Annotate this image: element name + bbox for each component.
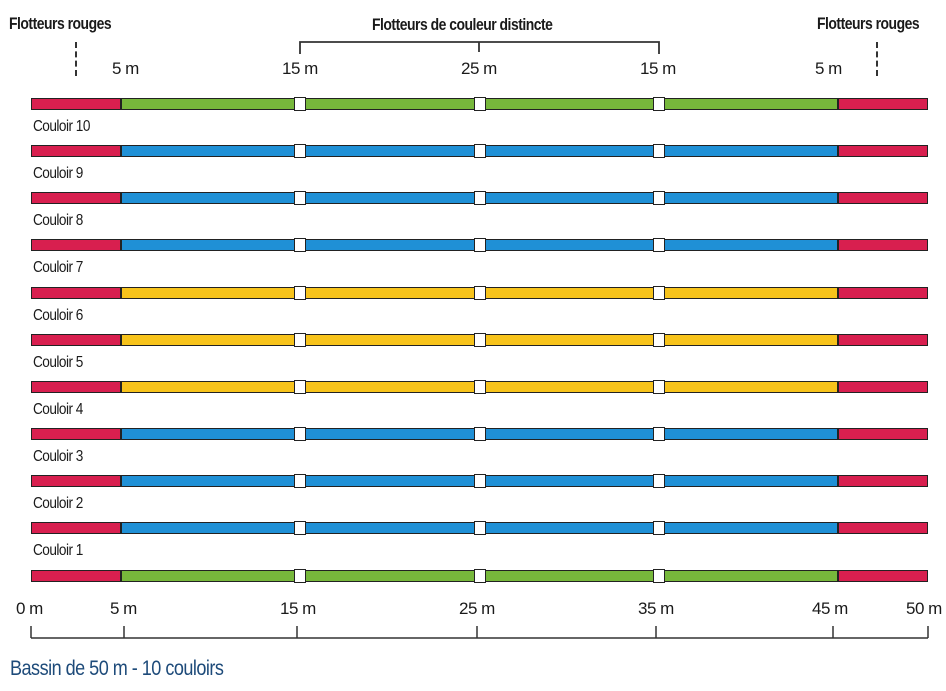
buoy-marker bbox=[294, 427, 307, 441]
red-segment-end bbox=[838, 98, 928, 110]
lane-label: Couloir 1 bbox=[33, 542, 83, 559]
buoy-marker bbox=[294, 286, 307, 300]
lane-label: Couloir 7 bbox=[33, 259, 83, 276]
lane-rope bbox=[31, 427, 928, 441]
red-segment-start bbox=[31, 570, 121, 582]
red-segment-start bbox=[31, 334, 121, 346]
scale-mark-5m: 5 m bbox=[110, 599, 137, 618]
header-right-label: Flotteurs rouges bbox=[817, 14, 920, 33]
lane-rope bbox=[31, 521, 928, 535]
red-segment-start bbox=[31, 145, 121, 157]
buoy-marker bbox=[473, 380, 486, 394]
buoy-marker bbox=[294, 144, 307, 158]
lane-label: Couloir 2 bbox=[33, 495, 83, 512]
red-segment-start bbox=[31, 98, 121, 110]
lane-rope bbox=[31, 238, 928, 252]
buoy-marker bbox=[473, 521, 486, 535]
lane-rope bbox=[31, 97, 928, 111]
red-segment-end bbox=[838, 381, 928, 393]
lane-rope bbox=[31, 144, 928, 158]
pool-title: Bassin de 50 m - 10 couloirs bbox=[10, 657, 224, 680]
lane-label: Couloir 3 bbox=[33, 448, 83, 465]
red-segment-end bbox=[838, 522, 928, 534]
buoy-marker bbox=[473, 97, 486, 111]
header-left-label: Flotteurs rouges bbox=[9, 14, 112, 33]
red-segment-end bbox=[838, 287, 928, 299]
red-segment-end bbox=[838, 428, 928, 440]
buoy-marker bbox=[294, 191, 307, 205]
distance-scale-axis bbox=[30, 626, 929, 639]
left-red-zone-dashed-line bbox=[75, 42, 77, 76]
lane-label: Couloir 10 bbox=[33, 118, 90, 135]
distinct-color-bracket bbox=[299, 41, 660, 54]
lane-label: Couloir 6 bbox=[33, 307, 83, 324]
red-segment-start bbox=[31, 192, 121, 204]
right-red-zone-dashed-line bbox=[876, 42, 878, 76]
red-segment-end bbox=[838, 570, 928, 582]
buoy-marker bbox=[652, 286, 665, 300]
red-segment-start bbox=[31, 287, 121, 299]
buoy-marker bbox=[294, 97, 307, 111]
buoy-marker bbox=[294, 333, 307, 347]
buoy-marker bbox=[294, 238, 307, 252]
buoy-marker bbox=[652, 380, 665, 394]
buoy-marker bbox=[294, 521, 307, 535]
top-mark-15m-left: 15 m bbox=[282, 59, 318, 78]
top-mark-5m-right: 5 m bbox=[815, 59, 842, 78]
lane-rope bbox=[31, 191, 928, 205]
lane-label: Couloir 8 bbox=[33, 212, 83, 229]
buoy-marker bbox=[473, 333, 486, 347]
lane-rope bbox=[31, 380, 928, 394]
top-mark-15m-right: 15 m bbox=[640, 59, 676, 78]
buoy-marker bbox=[473, 144, 486, 158]
buoy-marker bbox=[652, 474, 665, 488]
red-segment-end bbox=[838, 145, 928, 157]
red-segment-end bbox=[838, 239, 928, 251]
red-segment-start bbox=[31, 381, 121, 393]
scale-mark-50m: 50 m bbox=[906, 599, 942, 618]
scale-mark-25m: 25 m bbox=[459, 599, 495, 618]
buoy-marker bbox=[473, 427, 486, 441]
red-segment-end bbox=[838, 334, 928, 346]
buoy-marker bbox=[473, 474, 486, 488]
red-segment-start bbox=[31, 522, 121, 534]
buoy-marker bbox=[652, 333, 665, 347]
buoy-marker bbox=[652, 97, 665, 111]
buoy-marker bbox=[473, 286, 486, 300]
top-mark-5m-left: 5 m bbox=[112, 59, 139, 78]
red-segment-start bbox=[31, 428, 121, 440]
lane-rope bbox=[31, 569, 928, 583]
lane-label: Couloir 4 bbox=[33, 401, 83, 418]
top-mark-25m: 25 m bbox=[461, 59, 497, 78]
buoy-marker bbox=[473, 569, 486, 583]
buoy-marker bbox=[652, 427, 665, 441]
scale-mark-15m: 15 m bbox=[280, 599, 316, 618]
scale-mark-35m: 35 m bbox=[638, 599, 674, 618]
buoy-marker bbox=[294, 474, 307, 488]
lane-rope bbox=[31, 333, 928, 347]
lane-rope bbox=[31, 286, 928, 300]
buoy-marker bbox=[652, 521, 665, 535]
red-segment-end bbox=[838, 192, 928, 204]
red-segment-start bbox=[31, 475, 121, 487]
scale-mark-0m: 0 m bbox=[16, 599, 43, 618]
buoy-marker bbox=[652, 191, 665, 205]
header-center-label: Flotteurs de couleur distincte bbox=[372, 15, 553, 34]
lane-label: Couloir 9 bbox=[33, 165, 83, 182]
buoy-marker bbox=[473, 191, 486, 205]
lane-label: Couloir 5 bbox=[33, 354, 83, 371]
buoy-marker bbox=[294, 569, 307, 583]
buoy-marker bbox=[652, 144, 665, 158]
buoy-marker bbox=[652, 569, 665, 583]
red-segment-end bbox=[838, 475, 928, 487]
buoy-marker bbox=[473, 238, 486, 252]
buoy-marker bbox=[652, 238, 665, 252]
lane-rope bbox=[31, 474, 928, 488]
buoy-marker bbox=[294, 380, 307, 394]
scale-mark-45m: 45 m bbox=[812, 599, 848, 618]
red-segment-start bbox=[31, 239, 121, 251]
